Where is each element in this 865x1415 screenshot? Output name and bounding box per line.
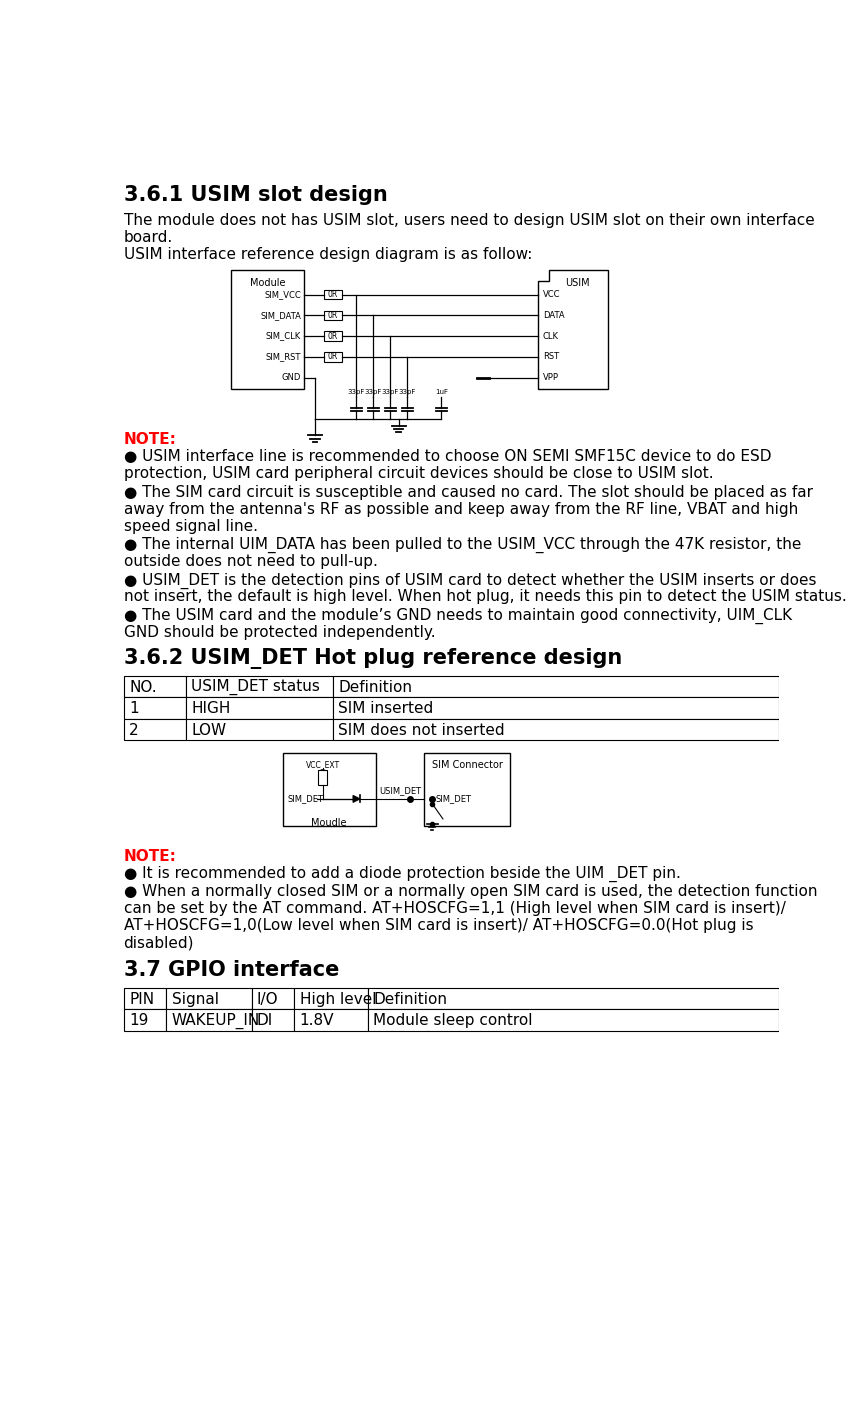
Bar: [231, 270, 304, 389]
Text: SIM_DATA: SIM_DATA: [260, 311, 301, 320]
Text: High level: High level: [299, 992, 376, 1006]
Bar: [324, 290, 343, 299]
Bar: [252, 1009, 294, 1030]
Text: not insert, the default is high level. When hot plug, it needs this pin to detec: not insert, the default is high level. W…: [124, 590, 846, 604]
Polygon shape: [353, 795, 360, 802]
Text: Signal: Signal: [171, 992, 219, 1006]
Bar: [425, 753, 509, 826]
Text: speed signal line.: speed signal line.: [124, 519, 258, 533]
Text: VCC: VCC: [543, 290, 561, 299]
Text: VCC_EXT: VCC_EXT: [305, 760, 340, 770]
Text: ● USIM interface line is recommended to choose ON SEMI SMF15C device to do ESD: ● USIM interface line is recommended to …: [124, 450, 771, 464]
Bar: [324, 331, 343, 341]
Bar: [124, 1009, 166, 1030]
Text: board.: board.: [124, 229, 173, 245]
Text: GND: GND: [282, 374, 301, 382]
Text: 3.7 GPIO interface: 3.7 GPIO interface: [124, 959, 339, 979]
Bar: [252, 988, 294, 1009]
Bar: [166, 1009, 252, 1030]
Text: ● The SIM card circuit is susceptible and caused no card. The slot should be pla: ● The SIM card circuit is susceptible an…: [124, 485, 812, 499]
Bar: [294, 1009, 368, 1030]
Text: 19: 19: [129, 1013, 149, 1029]
Bar: [318, 770, 328, 785]
Bar: [368, 988, 778, 1009]
Text: HIGH: HIGH: [191, 702, 230, 716]
Text: 33pF: 33pF: [381, 389, 399, 395]
Text: SIM_VCC: SIM_VCC: [265, 290, 301, 299]
Text: USIM_DET status: USIM_DET status: [191, 679, 320, 695]
Text: 33pF: 33pF: [399, 389, 416, 395]
Text: DATA: DATA: [543, 311, 565, 320]
Text: RST: RST: [543, 352, 559, 361]
Text: disabled): disabled): [124, 935, 194, 951]
Text: SIM inserted: SIM inserted: [338, 702, 433, 716]
Text: The module does not has USIM slot, users need to design USIM slot on their own i: The module does not has USIM slot, users…: [124, 212, 814, 228]
Bar: [333, 698, 778, 719]
Text: 3.6.2 USIM_DET Hot plug reference design: 3.6.2 USIM_DET Hot plug reference design: [124, 648, 622, 669]
Text: 1.8V: 1.8V: [299, 1013, 334, 1029]
Text: Module: Module: [250, 277, 285, 287]
Text: SIM_DET: SIM_DET: [436, 794, 472, 804]
Text: 0R: 0R: [328, 311, 338, 320]
Bar: [283, 753, 375, 826]
Text: 0R: 0R: [328, 331, 338, 341]
Text: 1: 1: [129, 702, 138, 716]
Text: SIM does not inserted: SIM does not inserted: [338, 723, 505, 737]
Text: NOTE:: NOTE:: [124, 849, 176, 865]
Text: USIM: USIM: [565, 277, 589, 287]
Bar: [186, 698, 333, 719]
Text: Definition: Definition: [373, 992, 447, 1006]
Text: VPP: VPP: [543, 374, 559, 382]
Text: outside does not need to pull-up.: outside does not need to pull-up.: [124, 555, 377, 569]
Text: ● The USIM card and the module’s GND needs to maintain good connectivity, UIM_CL: ● The USIM card and the module’s GND nee…: [124, 608, 791, 624]
Text: DI: DI: [257, 1013, 273, 1029]
Text: 3.6.1 USIM slot design: 3.6.1 USIM slot design: [124, 185, 388, 205]
Text: ● The internal UIM_DATA has been pulled to the USIM_VCC through the 47K resistor: ● The internal UIM_DATA has been pulled …: [124, 538, 801, 553]
Text: ● When a normally closed SIM or a normally open SIM card is used, the detection : ● When a normally closed SIM or a normal…: [124, 884, 817, 900]
Text: away from the antenna's RF as possible and keep away from the RF line, VBAT and : away from the antenna's RF as possible a…: [124, 502, 798, 516]
Text: WAKEUP_IN: WAKEUP_IN: [171, 1013, 260, 1029]
Text: 1uF: 1uF: [435, 389, 448, 395]
Text: ● USIM_DET is the detection pins of USIM card to detect whether the USIM inserts: ● USIM_DET is the detection pins of USIM…: [124, 573, 816, 589]
Text: USIM_DET: USIM_DET: [380, 787, 421, 795]
Text: can be set by the AT command. AT+HOSCFG=1,1 (High level when SIM card is insert): can be set by the AT command. AT+HOSCFG=…: [124, 901, 785, 917]
Text: ● It is recommended to add a diode protection beside the UIM _DET pin.: ● It is recommended to add a diode prote…: [124, 866, 681, 882]
Text: 2: 2: [129, 723, 138, 737]
Bar: [186, 676, 333, 698]
Text: Module sleep control: Module sleep control: [373, 1013, 533, 1029]
Text: I/O: I/O: [257, 992, 279, 1006]
Text: Definition: Definition: [338, 679, 413, 695]
Text: CLK: CLK: [543, 331, 559, 341]
Text: NO.: NO.: [129, 679, 157, 695]
Bar: [333, 719, 778, 740]
Bar: [124, 988, 166, 1009]
Text: GND should be protected independently.: GND should be protected independently.: [124, 625, 435, 640]
Bar: [324, 311, 343, 320]
Text: 0R: 0R: [328, 352, 338, 361]
Text: AT+HOSCFG=1,0(Low level when SIM card is insert)/ AT+HOSCFG=0.0(Hot plug is: AT+HOSCFG=1,0(Low level when SIM card is…: [124, 918, 753, 934]
Text: 0R: 0R: [328, 290, 338, 299]
Bar: [124, 719, 186, 740]
Text: 33pF: 33pF: [348, 389, 365, 395]
Text: Moudle: Moudle: [311, 818, 347, 828]
Text: SIM_RST: SIM_RST: [266, 352, 301, 361]
Text: LOW: LOW: [191, 723, 226, 737]
Bar: [333, 676, 778, 698]
Text: protection, USIM card peripheral circuit devices should be close to USIM slot.: protection, USIM card peripheral circuit…: [124, 467, 714, 481]
Bar: [186, 719, 333, 740]
Text: PIN: PIN: [129, 992, 154, 1006]
Bar: [294, 988, 368, 1009]
Text: SIM_DET: SIM_DET: [287, 794, 324, 804]
Text: NOTE:: NOTE:: [124, 433, 176, 447]
Text: SIM Connector: SIM Connector: [432, 760, 503, 770]
Polygon shape: [538, 270, 608, 389]
Bar: [324, 352, 343, 361]
Bar: [124, 698, 186, 719]
Text: 33pF: 33pF: [364, 389, 381, 395]
Text: USIM interface reference design diagram is as follow:: USIM interface reference design diagram …: [124, 246, 532, 262]
Bar: [124, 676, 186, 698]
Text: SIM_CLK: SIM_CLK: [266, 331, 301, 341]
Bar: [368, 1009, 778, 1030]
Bar: [166, 988, 252, 1009]
